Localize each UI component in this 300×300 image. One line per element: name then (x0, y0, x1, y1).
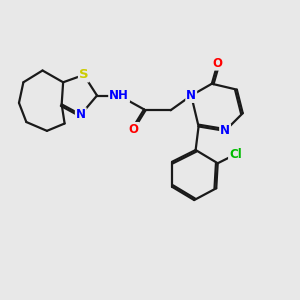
Text: Cl: Cl (229, 148, 242, 161)
Text: S: S (79, 68, 88, 81)
Text: NH: NH (109, 89, 129, 102)
Text: N: N (186, 89, 196, 102)
Text: N: N (76, 108, 86, 121)
Text: O: O (213, 57, 223, 70)
Text: N: N (220, 124, 230, 137)
Text: O: O (129, 123, 139, 136)
